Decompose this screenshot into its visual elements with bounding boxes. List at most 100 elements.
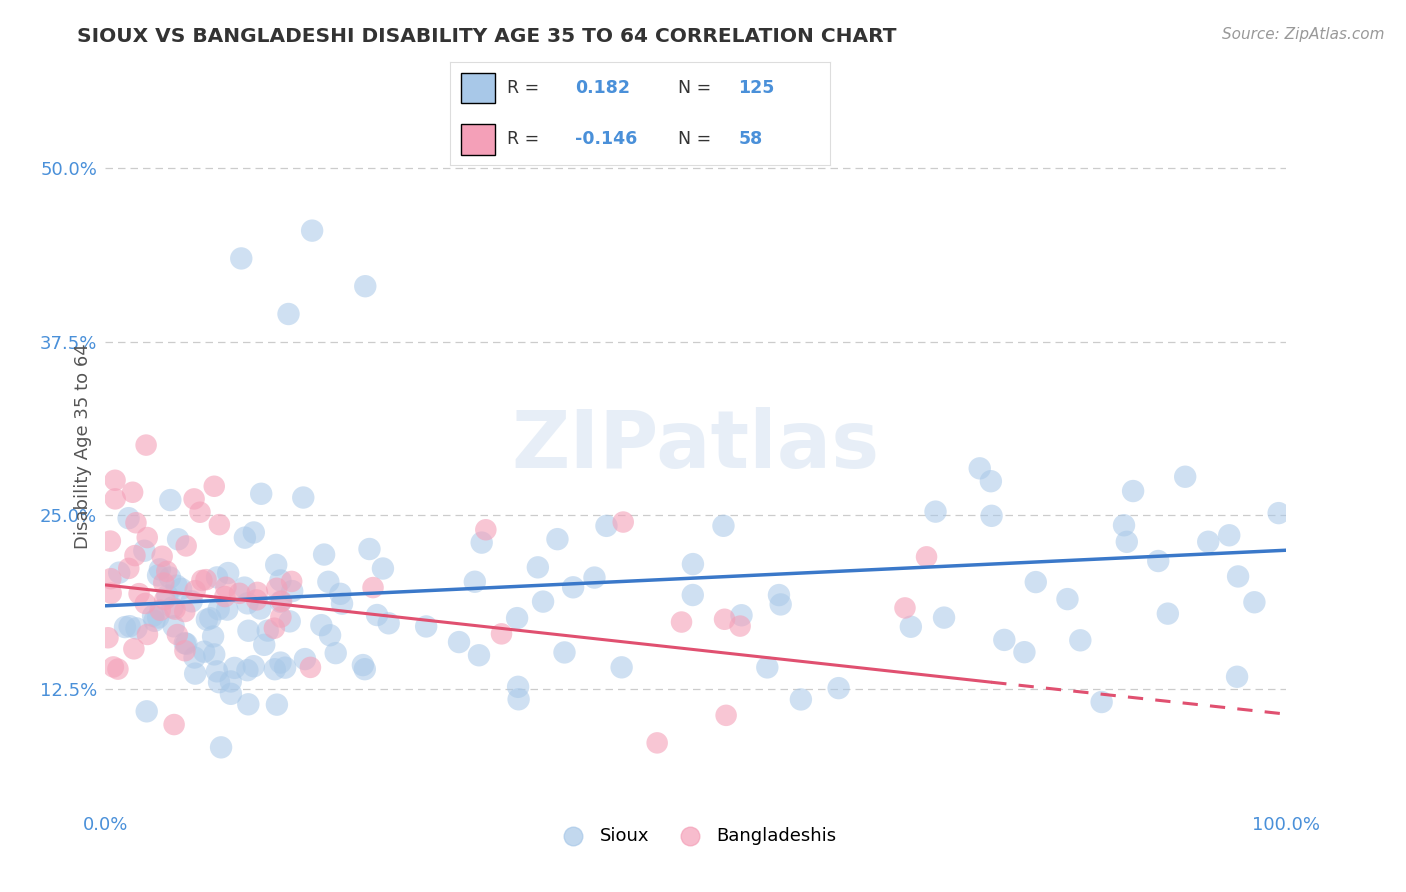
Point xyxy=(208,517,231,532)
Text: 58: 58 xyxy=(738,130,762,148)
Point xyxy=(184,666,207,681)
Point xyxy=(301,224,323,238)
Point xyxy=(256,624,278,638)
Point xyxy=(1112,518,1135,533)
FancyBboxPatch shape xyxy=(461,73,495,103)
Point xyxy=(610,660,633,674)
Point xyxy=(208,602,231,616)
Point xyxy=(354,279,377,293)
Point xyxy=(612,515,634,529)
Point xyxy=(135,704,157,718)
Point xyxy=(366,607,388,622)
Point xyxy=(219,687,242,701)
Point xyxy=(280,574,302,589)
Point xyxy=(173,636,195,650)
Point xyxy=(980,474,1002,488)
Legend: Sioux, Bangladeshis: Sioux, Bangladeshis xyxy=(548,820,844,853)
Point xyxy=(195,613,218,627)
Point xyxy=(1226,670,1249,684)
Point xyxy=(415,619,437,633)
Point xyxy=(159,571,181,585)
Point xyxy=(969,461,991,475)
Point xyxy=(162,600,184,615)
Point xyxy=(900,620,922,634)
Point xyxy=(170,582,193,596)
Point xyxy=(103,660,125,674)
Point xyxy=(1091,695,1114,709)
Point xyxy=(506,680,529,694)
Point xyxy=(645,736,668,750)
Point xyxy=(202,479,225,493)
Point xyxy=(136,627,159,641)
Point xyxy=(756,660,779,674)
Point xyxy=(134,597,156,611)
Point xyxy=(195,573,218,587)
Point xyxy=(233,581,256,595)
Point xyxy=(790,692,813,706)
Point xyxy=(188,505,211,519)
Point xyxy=(217,566,239,580)
Point xyxy=(208,675,231,690)
Point xyxy=(236,663,259,677)
Point xyxy=(163,602,186,616)
Point xyxy=(1069,633,1091,648)
Point xyxy=(915,549,938,564)
Point xyxy=(150,549,173,564)
Point xyxy=(292,491,315,505)
Point xyxy=(266,582,288,596)
Text: -0.146: -0.146 xyxy=(575,130,637,148)
Point xyxy=(1115,534,1137,549)
Point xyxy=(269,574,291,588)
Point xyxy=(107,662,129,676)
Point xyxy=(100,572,122,586)
Point xyxy=(238,624,260,638)
Point xyxy=(932,610,955,624)
Text: N =: N = xyxy=(678,78,711,96)
Point xyxy=(491,627,513,641)
Point xyxy=(1014,645,1036,659)
Point xyxy=(1122,483,1144,498)
Point xyxy=(299,660,322,674)
Point xyxy=(1056,592,1078,607)
Point xyxy=(595,519,617,533)
Point xyxy=(894,601,917,615)
Point xyxy=(143,614,166,628)
Text: R =: R = xyxy=(508,78,538,96)
Point xyxy=(118,619,141,633)
Point xyxy=(193,645,215,659)
Point xyxy=(468,648,491,663)
Point xyxy=(314,548,336,562)
Point xyxy=(562,580,585,594)
Point xyxy=(1157,607,1180,621)
Point xyxy=(266,698,288,712)
Point xyxy=(682,557,704,571)
Point xyxy=(200,611,222,625)
Point xyxy=(1025,575,1047,590)
Point xyxy=(233,531,256,545)
Point xyxy=(166,579,188,593)
Point xyxy=(183,650,205,665)
Point xyxy=(134,543,156,558)
Point xyxy=(319,628,342,642)
Point xyxy=(209,740,232,755)
Point xyxy=(361,581,384,595)
Point xyxy=(121,485,143,500)
Point xyxy=(506,611,529,625)
Point xyxy=(224,661,246,675)
Point xyxy=(583,570,606,584)
Point xyxy=(671,615,693,629)
Point xyxy=(447,635,470,649)
Point xyxy=(202,630,225,644)
Point xyxy=(149,603,172,617)
Point xyxy=(263,662,285,676)
Point xyxy=(827,681,849,695)
Point xyxy=(214,590,236,604)
Point xyxy=(166,627,188,641)
Point xyxy=(215,580,238,594)
Point xyxy=(263,621,285,635)
Y-axis label: Disability Age 35 to 64: Disability Age 35 to 64 xyxy=(73,343,91,549)
Point xyxy=(236,596,259,610)
Point xyxy=(682,588,704,602)
Point xyxy=(270,610,292,624)
Point xyxy=(100,586,122,600)
